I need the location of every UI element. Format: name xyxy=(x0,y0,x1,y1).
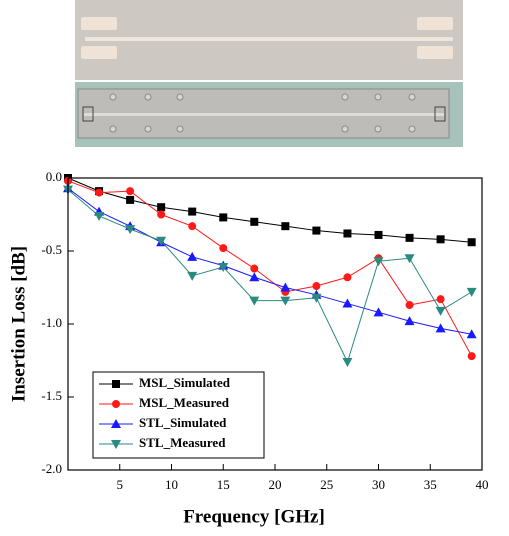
series-line xyxy=(67,177,472,243)
photo-microstrip xyxy=(75,0,463,80)
marker xyxy=(373,307,384,317)
marker xyxy=(405,301,414,310)
marker xyxy=(94,211,105,221)
marker xyxy=(311,293,322,303)
marker xyxy=(435,323,446,333)
legend-marker xyxy=(111,440,121,449)
marker xyxy=(95,188,104,197)
marker xyxy=(157,203,166,212)
marker xyxy=(187,251,198,261)
marker xyxy=(436,295,445,304)
marker xyxy=(404,316,415,326)
marker xyxy=(188,222,197,231)
series-line xyxy=(67,187,472,335)
marker xyxy=(312,226,321,235)
x-tick-label: 10 xyxy=(165,477,178,492)
marker xyxy=(342,357,353,367)
y-tick-label: -1.0 xyxy=(41,315,62,330)
x-tick-label: 25 xyxy=(320,477,333,492)
marker xyxy=(219,244,228,253)
x-axis-label: Frequency [GHz] xyxy=(183,506,325,527)
marker xyxy=(467,238,476,247)
legend-marker xyxy=(111,419,121,428)
marker xyxy=(312,282,321,291)
y-tick-label: -2.0 xyxy=(41,461,62,476)
y-axis-label: Insertion Loss [dB] xyxy=(8,246,29,402)
legend-marker xyxy=(112,380,120,388)
marker xyxy=(249,296,260,306)
y-tick-label: -1.5 xyxy=(41,388,62,403)
marker xyxy=(373,257,384,267)
marker xyxy=(466,287,477,297)
series-line xyxy=(67,189,472,364)
x-tick-label: 35 xyxy=(424,477,437,492)
marker xyxy=(404,254,415,264)
marker xyxy=(125,225,136,235)
marker xyxy=(219,213,228,222)
photo-stripline xyxy=(75,82,463,147)
marker xyxy=(280,296,291,306)
x-tick-label: 20 xyxy=(269,477,282,492)
marker xyxy=(157,210,166,219)
marker xyxy=(188,207,197,216)
legend-label: MSL_Measured xyxy=(139,395,230,410)
y-tick-label: -0.5 xyxy=(41,242,62,257)
marker xyxy=(126,195,135,204)
marker xyxy=(280,282,291,292)
x-tick-label: 15 xyxy=(217,477,230,492)
marker xyxy=(250,264,259,273)
marker xyxy=(249,272,260,282)
legend-label: MSL_Simulated xyxy=(139,375,231,390)
series-line xyxy=(67,180,473,357)
marker xyxy=(218,263,229,273)
plot-frame xyxy=(67,177,483,471)
marker xyxy=(436,235,445,244)
x-tick-label: 40 xyxy=(476,477,489,492)
marker xyxy=(405,233,414,242)
marker xyxy=(466,329,477,339)
marker xyxy=(342,298,353,308)
legend-label: STL_Simulated xyxy=(139,415,227,430)
legend-marker xyxy=(112,400,120,408)
marker xyxy=(187,271,198,281)
x-tick-label: 5 xyxy=(117,477,124,492)
marker xyxy=(467,352,476,361)
marker xyxy=(343,229,352,238)
x-tick-label: 30 xyxy=(372,477,385,492)
legend-label: STL_Measured xyxy=(139,435,226,450)
marker xyxy=(435,306,446,316)
marker xyxy=(281,222,290,231)
marker xyxy=(374,230,383,239)
y-tick-label: 0.0 xyxy=(46,169,62,184)
marker xyxy=(250,217,259,226)
marker xyxy=(156,236,167,246)
marker xyxy=(126,187,135,196)
marker xyxy=(343,273,352,282)
